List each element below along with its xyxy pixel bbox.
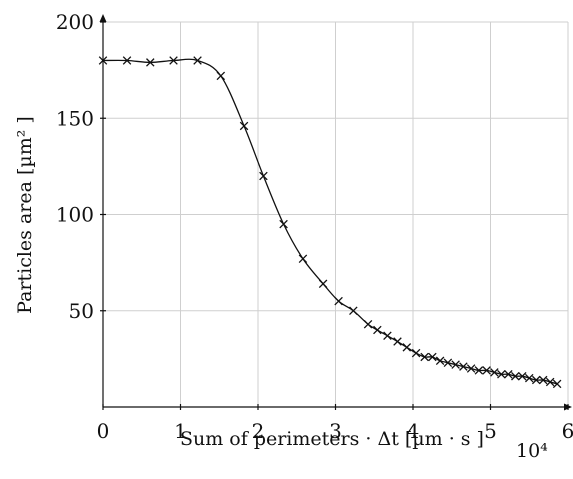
marker-stroke <box>490 368 499 377</box>
y-tick-label: 100 <box>56 203 94 227</box>
marker-stroke <box>420 352 429 362</box>
grid <box>103 21 569 407</box>
marker-stroke <box>497 370 506 379</box>
data-point-marker <box>474 366 484 375</box>
data-point-marker <box>349 306 358 316</box>
data-point-marker <box>98 56 108 65</box>
data-point-marker <box>193 56 202 65</box>
marker-stroke <box>146 58 155 67</box>
marker-stroke <box>459 362 468 371</box>
data-point-marker <box>279 219 288 229</box>
x-axis-label: Sum of perimeters · Δt [µm · s ] <box>180 428 484 450</box>
series-group <box>98 56 562 389</box>
data-point-marker <box>538 375 548 385</box>
marker-stroke <box>279 219 288 229</box>
marker-stroke <box>545 377 555 387</box>
x-tick-label: 6 <box>562 419 573 443</box>
y-tick-label: 200 <box>56 10 94 34</box>
data-point-marker <box>451 360 460 369</box>
marker-stroke <box>318 279 328 289</box>
x-tick-label: 5 <box>484 419 497 443</box>
marker-stroke <box>435 356 445 366</box>
data-point-marker <box>552 379 562 389</box>
data-point-marker <box>420 352 429 362</box>
data-point-marker <box>122 56 132 65</box>
marker-stroke <box>169 56 178 65</box>
marker-stroke <box>531 375 541 385</box>
data-point-marker <box>298 254 308 264</box>
marker-stroke <box>552 379 562 389</box>
data-point-marker <box>363 319 373 329</box>
data-point-marker <box>490 368 499 377</box>
marker-stroke <box>193 56 202 65</box>
marker-stroke <box>122 56 132 65</box>
axes <box>99 14 572 411</box>
data-point-marker <box>466 364 476 373</box>
data-point-marker <box>169 56 178 65</box>
data-point-marker <box>428 352 437 362</box>
marker-stroke <box>443 358 453 367</box>
data-point-marker <box>504 370 513 379</box>
marker-stroke <box>216 71 226 81</box>
data-point-marker <box>518 371 527 381</box>
data-point-marker <box>318 279 328 289</box>
data-point-marker <box>482 366 491 375</box>
x-tick-label: 2 <box>252 419 265 443</box>
marker-stroke <box>239 121 249 131</box>
x-axis-scale-label: 10⁴ <box>516 440 548 462</box>
marker-stroke <box>518 371 527 381</box>
data-point-marker <box>259 171 268 181</box>
marker-stroke <box>451 360 460 369</box>
data-point-marker <box>334 296 343 306</box>
y-axis-label: Particles area [µm² ] <box>14 116 36 314</box>
marker-stroke <box>482 366 491 375</box>
marker-stroke <box>466 364 476 373</box>
data-point-marker <box>393 337 402 346</box>
tick-labels: 0 1 2 3 4 5 6 50 100 150 200 <box>56 10 573 443</box>
data-point-marker <box>383 331 392 341</box>
marker-stroke <box>411 348 421 358</box>
data-point-marker <box>531 375 541 385</box>
marker-stroke <box>402 343 412 352</box>
marker-stroke <box>259 171 268 181</box>
x-tick-label: 0 <box>97 419 110 443</box>
data-point-marker <box>411 348 421 358</box>
data-point-marker <box>459 362 468 371</box>
x-tick-label: 4 <box>407 419 420 443</box>
marker-stroke <box>349 306 358 316</box>
marker-stroke <box>428 352 437 362</box>
marker-stroke <box>98 56 108 65</box>
marker-stroke <box>383 331 392 341</box>
data-point-marker <box>402 343 412 352</box>
data-point-marker <box>239 121 249 131</box>
marker-stroke <box>298 254 308 264</box>
marker-stroke <box>334 296 343 306</box>
data-point-marker <box>435 356 445 366</box>
marker-stroke <box>504 370 513 379</box>
series-line <box>102 58 558 385</box>
y-tick-label: 150 <box>56 106 94 130</box>
y-tick-label: 50 <box>69 299 94 323</box>
marker-stroke <box>511 371 520 381</box>
marker-stroke <box>474 366 484 375</box>
data-point-marker <box>497 370 506 379</box>
y-axis-arrow <box>99 14 107 22</box>
data-point-marker <box>443 358 453 367</box>
data-point-marker <box>524 373 534 383</box>
marker-stroke <box>363 319 373 329</box>
x-tick-label: 3 <box>329 419 342 443</box>
marker-stroke <box>393 337 402 346</box>
marker-stroke <box>524 373 534 383</box>
x-tick-label: 1 <box>174 419 187 443</box>
data-point-marker <box>146 58 155 67</box>
data-point-marker <box>373 325 382 335</box>
marker-stroke <box>538 375 548 385</box>
data-point-marker <box>511 371 520 381</box>
marker-stroke <box>373 325 382 335</box>
data-point-marker <box>545 377 555 387</box>
data-point-marker <box>216 71 226 81</box>
